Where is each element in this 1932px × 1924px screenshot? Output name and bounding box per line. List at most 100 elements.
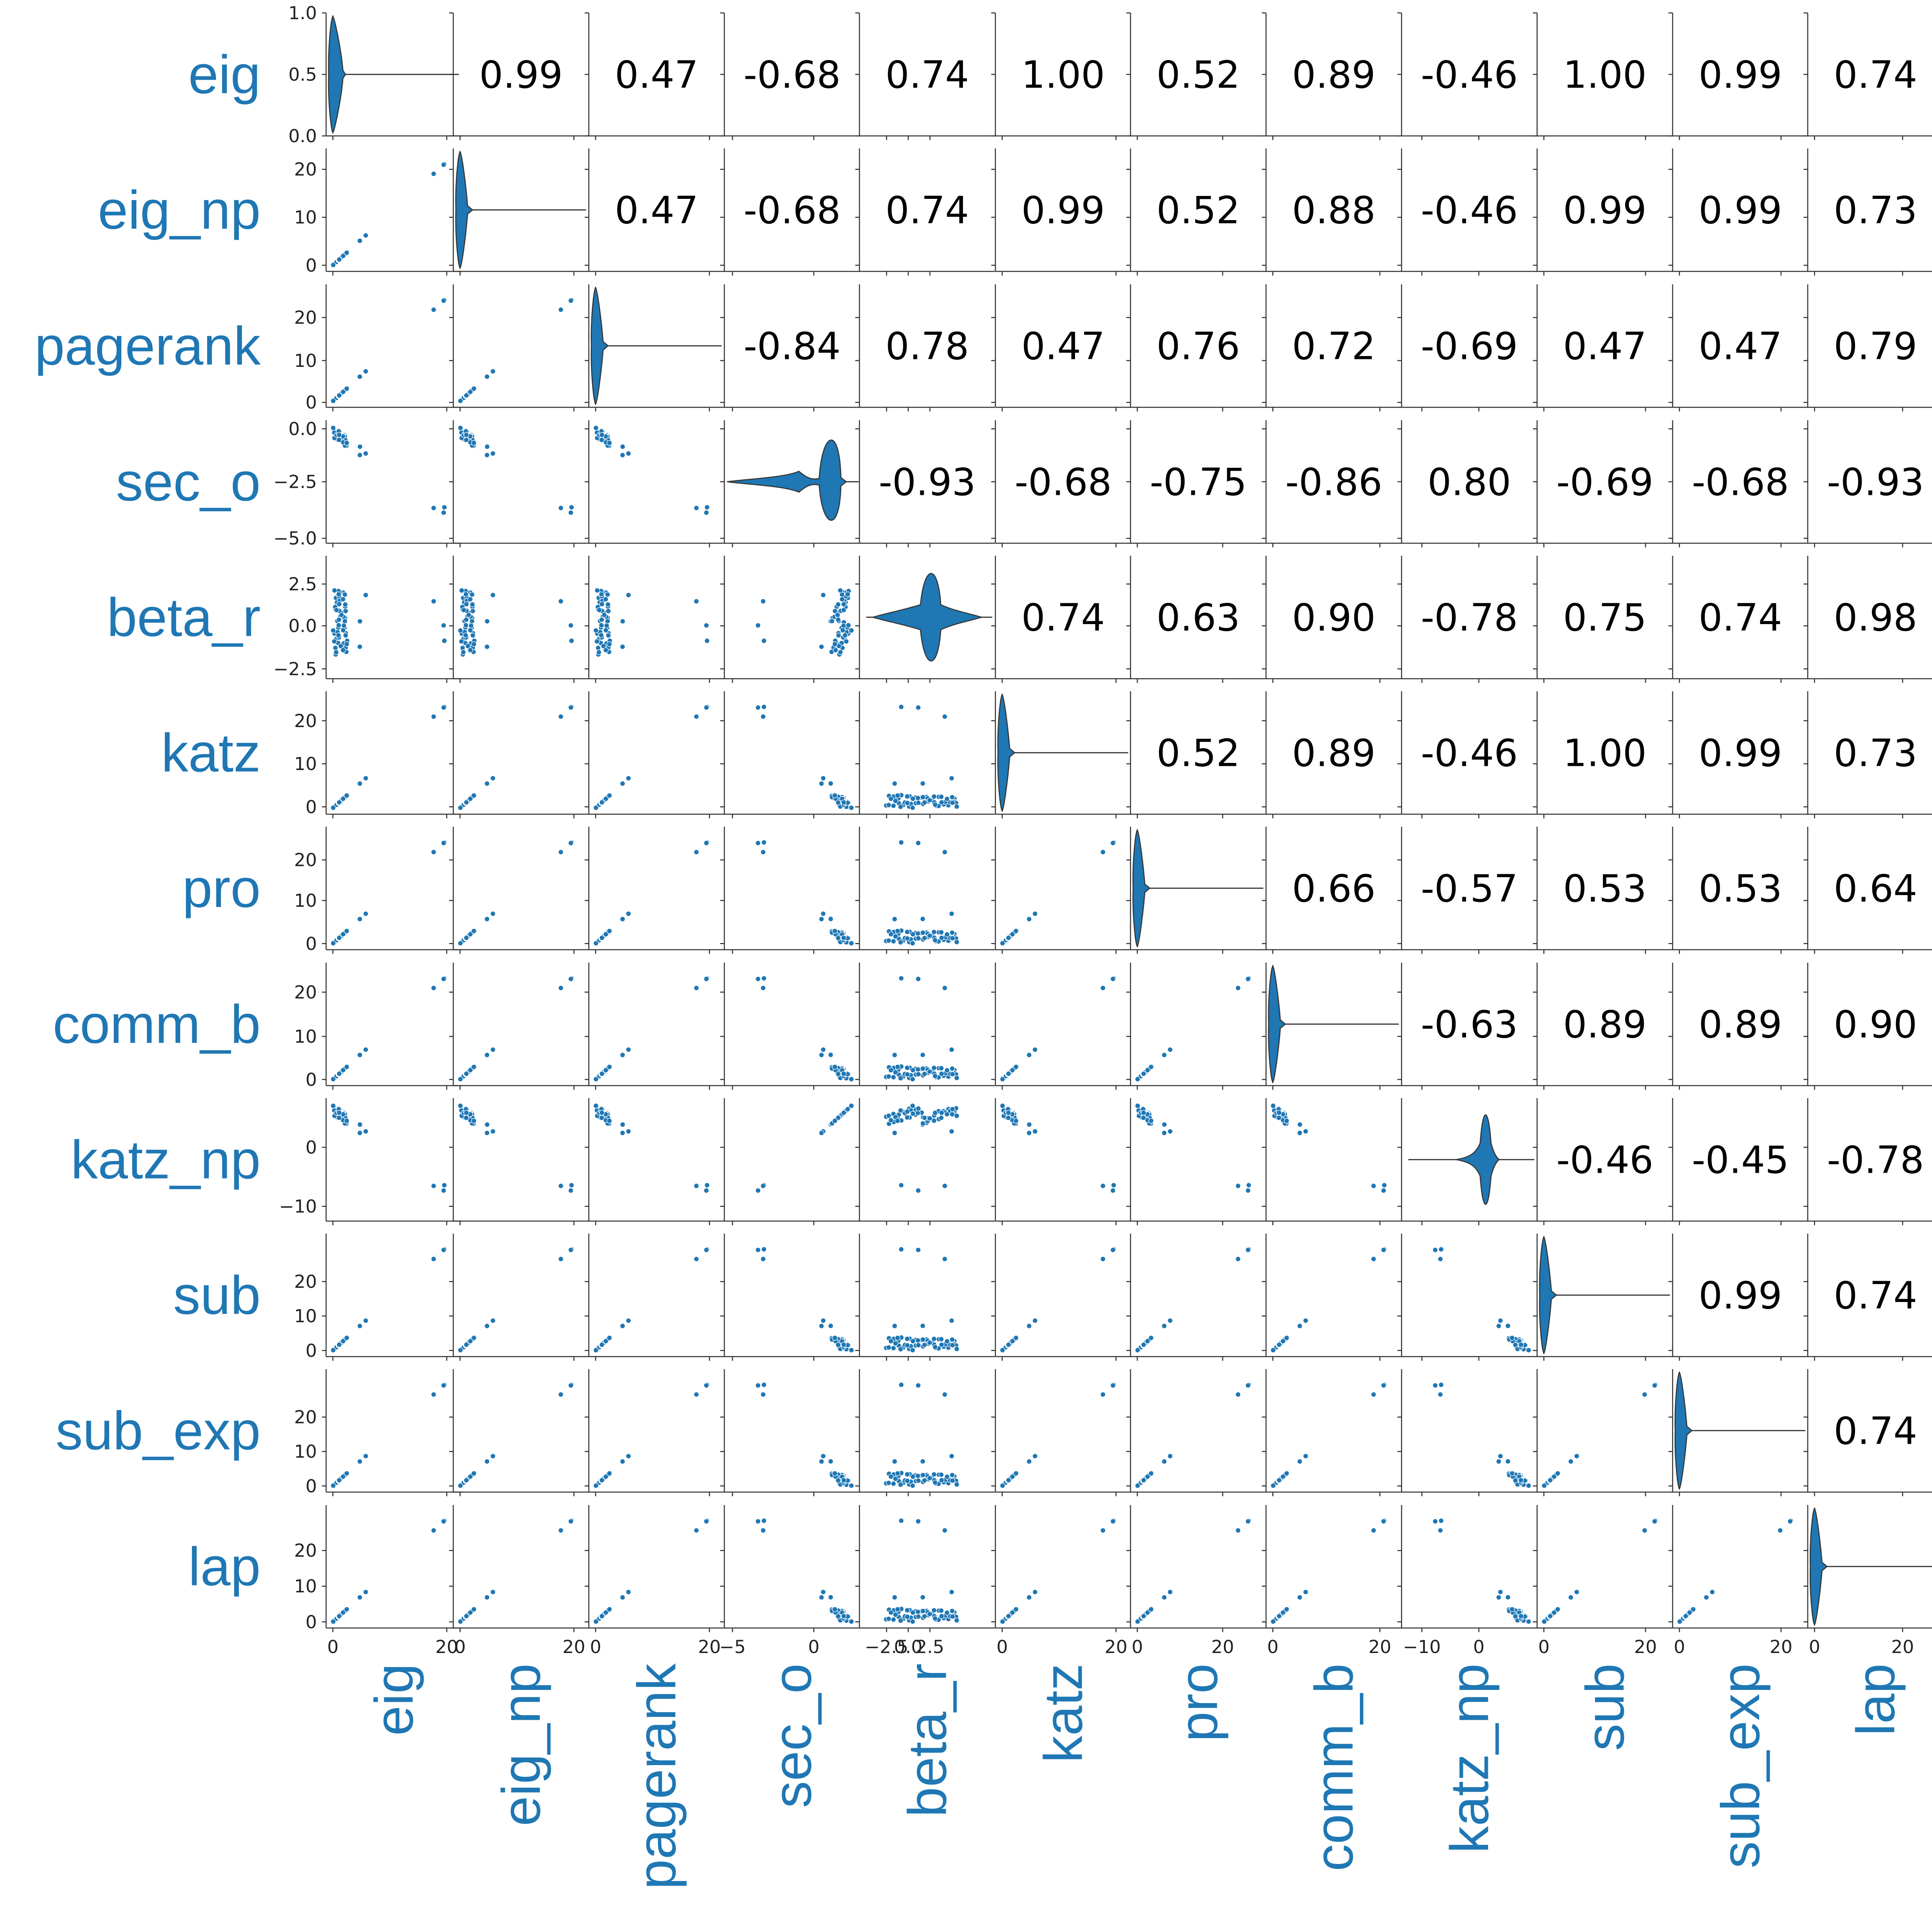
scatter-point bbox=[922, 800, 927, 805]
scatter-point bbox=[927, 1475, 933, 1481]
x-tick-label: −5 bbox=[719, 1637, 746, 1658]
scatter-point bbox=[915, 1342, 921, 1348]
scatter-point bbox=[1026, 1130, 1032, 1136]
y-tick-label: 0 bbox=[306, 1069, 317, 1090]
scatter-point bbox=[841, 1613, 847, 1619]
panel-katz_np-vs-sec_o bbox=[720, 1098, 860, 1225]
scatter-point bbox=[363, 369, 369, 374]
scatter-point bbox=[703, 510, 709, 516]
y-tick-label: −10 bbox=[279, 1197, 317, 1217]
scatter-point bbox=[894, 1064, 901, 1070]
y-tick-label: −2.5 bbox=[274, 659, 317, 680]
scatter-point bbox=[363, 1453, 369, 1459]
panel-sub_exp-vs-sub bbox=[1533, 1369, 1673, 1496]
scatter-point bbox=[932, 1344, 938, 1350]
scatter-point bbox=[898, 704, 904, 710]
scatter-point bbox=[704, 504, 710, 510]
scatter-point bbox=[1270, 1483, 1276, 1489]
scatter-point bbox=[599, 432, 605, 438]
scatter-point bbox=[892, 1476, 898, 1482]
scatter-point bbox=[755, 1188, 761, 1194]
scatter-point bbox=[593, 1483, 599, 1489]
scatter-point bbox=[1245, 1247, 1251, 1253]
scatter-point bbox=[1026, 1323, 1032, 1329]
scatter-point bbox=[820, 1318, 826, 1324]
scatter-point bbox=[1497, 1453, 1503, 1459]
scatter-point bbox=[832, 641, 838, 647]
scatter-point bbox=[463, 1071, 469, 1077]
scatter-point bbox=[1541, 1483, 1547, 1489]
scatter-point bbox=[331, 638, 337, 645]
correlation-value: 0.90 bbox=[1292, 596, 1375, 640]
scatter-point bbox=[915, 931, 921, 936]
scatter-point bbox=[431, 307, 437, 313]
scatter-point bbox=[604, 623, 610, 629]
scatter-point bbox=[915, 1473, 921, 1479]
y-tick-label: 0 bbox=[306, 255, 317, 276]
scatter-point bbox=[932, 1480, 938, 1485]
scatter-point bbox=[849, 940, 854, 946]
scatter-point bbox=[820, 592, 826, 598]
scatter-point bbox=[599, 617, 605, 623]
correlation-value: 0.89 bbox=[1698, 1003, 1782, 1047]
scatter-point bbox=[1371, 1528, 1377, 1533]
scatter-point bbox=[1245, 1382, 1251, 1388]
scatter-point bbox=[909, 1618, 916, 1625]
scatter-point bbox=[626, 1453, 631, 1459]
scatter-point bbox=[490, 369, 496, 374]
scatter-point bbox=[915, 1609, 921, 1615]
scatter-point bbox=[1555, 1470, 1560, 1476]
correlation-value: -0.68 bbox=[1692, 461, 1789, 504]
correlation-value: -0.86 bbox=[1285, 461, 1382, 504]
correlation-value: 0.74 bbox=[885, 189, 969, 233]
scatter-point bbox=[1032, 1589, 1038, 1595]
scatter-point bbox=[693, 1183, 699, 1189]
scatter-point bbox=[920, 1323, 926, 1329]
scatter-point bbox=[693, 849, 699, 855]
scatter-point bbox=[910, 1067, 916, 1073]
correlation-value: 0.75 bbox=[1563, 596, 1646, 640]
scatter-point bbox=[606, 928, 612, 934]
correlation-value: 0.80 bbox=[1427, 461, 1511, 504]
scatter-point bbox=[330, 1483, 336, 1489]
panel-sub_exp-vs-sec_o bbox=[720, 1369, 860, 1496]
scatter-point bbox=[931, 1607, 937, 1613]
scatter-point bbox=[1026, 916, 1032, 922]
x-tick-label: 20 bbox=[1211, 1637, 1234, 1658]
scatter-point bbox=[898, 1518, 904, 1524]
scatter-point bbox=[344, 641, 349, 647]
scatter-point bbox=[832, 1470, 838, 1476]
scatter-point bbox=[1100, 1392, 1106, 1397]
scatter-point bbox=[340, 1067, 346, 1073]
scatter-point bbox=[336, 1115, 342, 1121]
scatter-point bbox=[357, 374, 363, 380]
scatter-point bbox=[343, 632, 349, 638]
scatter-point bbox=[341, 623, 347, 629]
scatter-point bbox=[819, 780, 824, 787]
correlation-value: -0.75 bbox=[1150, 461, 1247, 504]
correlation-value: 0.53 bbox=[1563, 867, 1646, 911]
scatter-point bbox=[693, 985, 699, 991]
scatter-point bbox=[336, 632, 342, 638]
scatter-point bbox=[1005, 935, 1011, 941]
correlation-value: -0.78 bbox=[1421, 596, 1518, 640]
scatter-point bbox=[484, 1130, 490, 1136]
scatter-point bbox=[490, 775, 496, 781]
scatter-point bbox=[1110, 840, 1116, 846]
scatter-point bbox=[849, 1483, 854, 1489]
scatter-point bbox=[920, 916, 926, 922]
scatter-point bbox=[599, 1342, 605, 1348]
scatter-point bbox=[898, 1618, 904, 1623]
scatter-point bbox=[357, 1594, 363, 1600]
scatter-point bbox=[892, 1340, 898, 1346]
scatter-point bbox=[1000, 940, 1005, 946]
scatter-point bbox=[330, 627, 336, 633]
scatter-point bbox=[898, 1482, 904, 1488]
scatter-point bbox=[1245, 976, 1251, 982]
scatter-point bbox=[363, 1047, 369, 1053]
scatter-point bbox=[841, 935, 847, 941]
scatter-point bbox=[849, 1076, 854, 1082]
y-tick-label: 20 bbox=[294, 1540, 317, 1561]
scatter-point bbox=[820, 775, 826, 781]
panel-sub-vs-beta_r bbox=[855, 1234, 995, 1361]
